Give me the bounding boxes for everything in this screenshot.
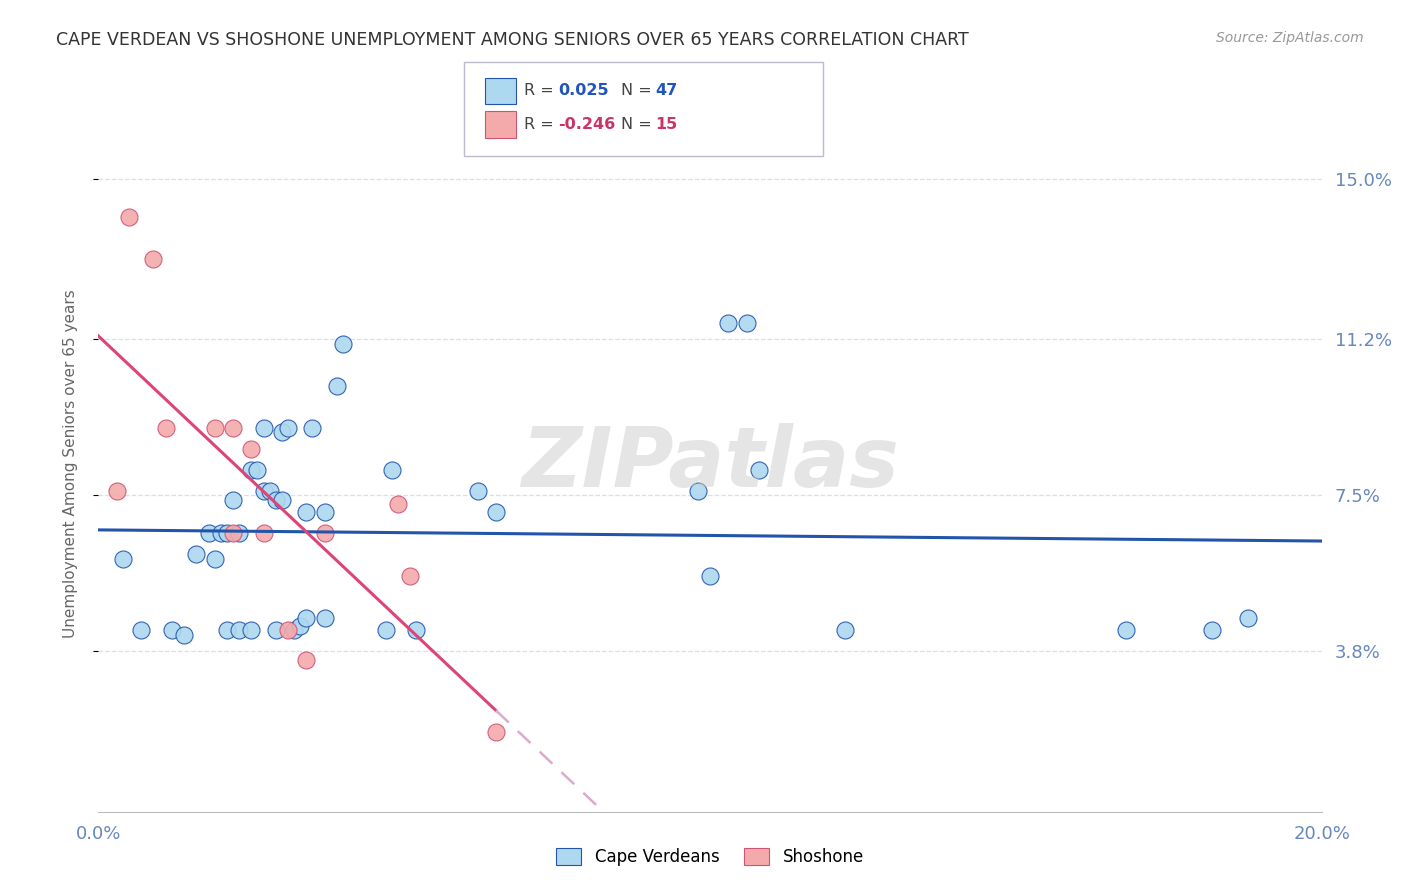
Point — [252, 526, 274, 541]
Point — [1115, 624, 1137, 638]
Point — [204, 421, 226, 435]
Point — [699, 568, 721, 582]
Point — [1201, 624, 1223, 638]
Point — [270, 425, 292, 440]
Point — [118, 210, 141, 224]
Point — [173, 627, 195, 641]
Point — [129, 624, 152, 638]
Text: 47: 47 — [655, 84, 678, 98]
Point — [186, 548, 208, 562]
Point — [264, 624, 287, 638]
Point — [277, 421, 299, 435]
Point — [485, 724, 508, 739]
Point — [228, 526, 250, 541]
Point — [467, 484, 489, 499]
Y-axis label: Unemployment Among Seniors over 65 years: Unemployment Among Seniors over 65 years — [63, 290, 77, 638]
Point — [374, 624, 396, 638]
Point — [314, 526, 336, 541]
Text: N =: N = — [621, 84, 658, 98]
Text: 15: 15 — [655, 118, 678, 132]
Point — [252, 484, 274, 499]
Point — [1237, 611, 1260, 625]
Point — [246, 463, 269, 477]
Point — [332, 336, 354, 351]
Point — [301, 421, 323, 435]
Text: Source: ZipAtlas.com: Source: ZipAtlas.com — [1216, 31, 1364, 45]
Point — [111, 551, 134, 566]
Point — [485, 505, 508, 519]
Point — [748, 463, 770, 477]
Point — [252, 421, 274, 435]
Point — [290, 619, 312, 633]
Point — [222, 492, 245, 507]
Point — [228, 624, 250, 638]
Point — [155, 421, 177, 435]
Point — [834, 624, 856, 638]
Point — [314, 505, 336, 519]
Legend: Cape Verdeans, Shoshone: Cape Verdeans, Shoshone — [550, 841, 870, 873]
Point — [295, 611, 318, 625]
Point — [209, 526, 232, 541]
Point — [295, 505, 318, 519]
Point — [314, 611, 336, 625]
Point — [240, 463, 263, 477]
Point — [240, 624, 263, 638]
Point — [264, 492, 287, 507]
Text: 0.025: 0.025 — [558, 84, 609, 98]
Point — [259, 484, 281, 499]
Point — [240, 442, 263, 456]
Text: N =: N = — [621, 118, 658, 132]
Point — [160, 624, 183, 638]
Point — [381, 463, 404, 477]
Point — [717, 316, 740, 330]
Point — [387, 497, 409, 511]
Point — [735, 316, 758, 330]
Point — [295, 653, 318, 667]
Point — [204, 551, 226, 566]
Point — [215, 526, 238, 541]
Text: -0.246: -0.246 — [558, 118, 616, 132]
Text: R =: R = — [524, 118, 560, 132]
Point — [105, 484, 128, 499]
Text: ZIPatlas: ZIPatlas — [522, 424, 898, 504]
Point — [215, 624, 238, 638]
Text: CAPE VERDEAN VS SHOSHONE UNEMPLOYMENT AMONG SENIORS OVER 65 YEARS CORRELATION CH: CAPE VERDEAN VS SHOSHONE UNEMPLOYMENT AM… — [56, 31, 969, 49]
Point — [222, 421, 245, 435]
Point — [283, 624, 305, 638]
Point — [399, 568, 422, 582]
Point — [686, 484, 709, 499]
Point — [270, 492, 292, 507]
Point — [405, 624, 427, 638]
Point — [222, 526, 245, 541]
Point — [142, 252, 165, 267]
Point — [197, 526, 219, 541]
Text: R =: R = — [524, 84, 560, 98]
Point — [326, 379, 349, 393]
Point — [277, 624, 299, 638]
